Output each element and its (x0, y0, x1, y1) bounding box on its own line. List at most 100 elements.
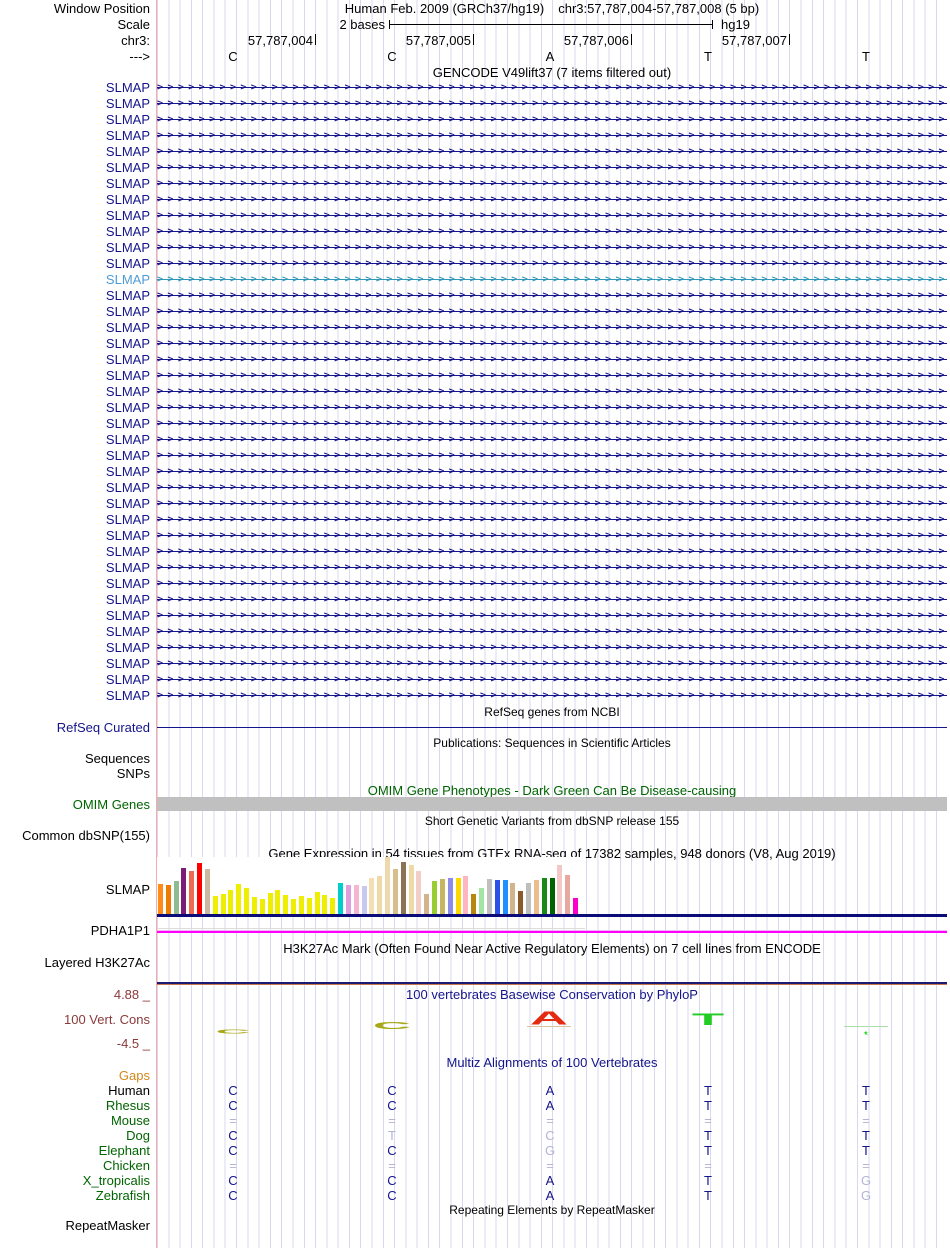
sequences-label[interactable]: Sequences (84, 751, 150, 766)
gene-label[interactable]: SLMAP (105, 512, 150, 527)
gtex-bar[interactable] (463, 876, 469, 914)
gtex-bar[interactable] (549, 878, 555, 914)
gtex-bar[interactable] (526, 883, 531, 914)
gtex-bar[interactable] (173, 881, 179, 914)
gtex-bar[interactable] (557, 865, 563, 914)
species-label[interactable]: X_tropicalis (82, 1173, 150, 1188)
gene-label[interactable]: SLMAP (105, 496, 150, 511)
gene-label[interactable]: SLMAP (105, 544, 150, 559)
species-label[interactable]: Mouse (110, 1113, 150, 1128)
gene-row[interactable]: >>>>>>>>>>>>>>>>>>>>>>>>>>>>>>>>>>>>>>>>… (157, 672, 947, 688)
gene-label[interactable]: SLMAP (105, 384, 150, 399)
gene-row[interactable]: >>>>>>>>>>>>>>>>>>>>>>>>>>>>>>>>>>>>>>>>… (157, 288, 947, 304)
gene-row[interactable]: >>>>>>>>>>>>>>>>>>>>>>>>>>>>>>>>>>>>>>>>… (157, 144, 947, 160)
gtex-bar[interactable] (541, 878, 547, 914)
gene-label[interactable]: SLMAP (105, 352, 150, 367)
gene-row[interactable]: >>>>>>>>>>>>>>>>>>>>>>>>>>>>>>>>>>>>>>>>… (157, 448, 947, 464)
gene-label[interactable]: SLMAP (105, 464, 150, 479)
gene-label[interactable]: SLMAP (105, 176, 150, 191)
gene-row[interactable]: >>>>>>>>>>>>>>>>>>>>>>>>>>>>>>>>>>>>>>>>… (157, 416, 947, 432)
gene-label[interactable]: SLMAP (105, 80, 150, 95)
gene-row[interactable]: >>>>>>>>>>>>>>>>>>>>>>>>>>>>>>>>>>>>>>>>… (157, 592, 947, 608)
gtex-bar[interactable] (494, 880, 500, 914)
gene-label[interactable]: SLMAP (105, 448, 150, 463)
gtex-bar[interactable] (486, 879, 492, 914)
gtex-bar[interactable] (181, 868, 187, 914)
refseq-gene-line[interactable] (157, 727, 947, 728)
gene-row[interactable]: >>>>>>>>>>>>>>>>>>>>>>>>>>>>>>>>>>>>>>>>… (157, 272, 947, 288)
gtex-bar[interactable] (251, 897, 257, 914)
gene-row[interactable]: >>>>>>>>>>>>>>>>>>>>>>>>>>>>>>>>>>>>>>>>… (157, 176, 947, 192)
gene-row[interactable]: >>>>>>>>>>>>>>>>>>>>>>>>>>>>>>>>>>>>>>>>… (157, 80, 947, 96)
gene-row[interactable]: >>>>>>>>>>>>>>>>>>>>>>>>>>>>>>>>>>>>>>>>… (157, 128, 947, 144)
gene-row[interactable]: >>>>>>>>>>>>>>>>>>>>>>>>>>>>>>>>>>>>>>>>… (157, 480, 947, 496)
gtex-bar[interactable] (306, 898, 312, 914)
gtex-bar[interactable] (259, 899, 265, 914)
gtex-bar[interactable] (189, 871, 195, 914)
gtex-bar[interactable] (447, 878, 453, 914)
gene-label[interactable]: SLMAP (105, 208, 150, 223)
gene-row[interactable]: >>>>>>>>>>>>>>>>>>>>>>>>>>>>>>>>>>>>>>>>… (157, 256, 947, 272)
gtex-bar[interactable] (204, 869, 210, 914)
gtex-bar[interactable] (533, 880, 539, 914)
omim-bar[interactable] (157, 797, 947, 811)
gene-row[interactable]: >>>>>>>>>>>>>>>>>>>>>>>>>>>>>>>>>>>>>>>>… (157, 320, 947, 336)
gtex-bar[interactable] (338, 883, 344, 914)
species-label[interactable]: Gaps (118, 1068, 150, 1083)
gene-row[interactable]: >>>>>>>>>>>>>>>>>>>>>>>>>>>>>>>>>>>>>>>>… (157, 304, 947, 320)
gene-label[interactable]: SLMAP (105, 256, 150, 271)
gene-label[interactable]: SLMAP (105, 240, 150, 255)
gene-row[interactable]: >>>>>>>>>>>>>>>>>>>>>>>>>>>>>>>>>>>>>>>>… (157, 400, 947, 416)
gene-label[interactable]: SLMAP (105, 576, 150, 591)
gtex-gene-label[interactable]: SLMAP (105, 882, 150, 897)
gtex-bar[interactable] (165, 885, 171, 914)
gtex-bar[interactable] (377, 876, 383, 914)
species-label[interactable]: Zebrafish (95, 1188, 150, 1203)
gene-row[interactable]: >>>>>>>>>>>>>>>>>>>>>>>>>>>>>>>>>>>>>>>>… (157, 656, 947, 672)
species-label[interactable]: Dog (126, 1128, 150, 1143)
repeatmasker-label[interactable]: RepeatMasker (65, 1218, 150, 1233)
gene-label[interactable]: SLMAP (105, 624, 150, 639)
gene-label[interactable]: SLMAP (105, 336, 150, 351)
gtex-bar[interactable] (158, 884, 163, 914)
gtex-bar[interactable] (361, 886, 367, 914)
gene-label[interactable]: SLMAP (105, 160, 150, 175)
gtex-bar[interactable] (400, 862, 406, 914)
gene-row[interactable]: >>>>>>>>>>>>>>>>>>>>>>>>>>>>>>>>>>>>>>>>… (157, 96, 947, 112)
gene-row[interactable]: >>>>>>>>>>>>>>>>>>>>>>>>>>>>>>>>>>>>>>>>… (157, 576, 947, 592)
gene-row[interactable]: >>>>>>>>>>>>>>>>>>>>>>>>>>>>>>>>>>>>>>>>… (157, 496, 947, 512)
gene-row[interactable]: >>>>>>>>>>>>>>>>>>>>>>>>>>>>>>>>>>>>>>>>… (157, 208, 947, 224)
gtex-bar[interactable] (244, 888, 250, 914)
gtex-bar[interactable] (502, 880, 508, 914)
gtex-bar[interactable] (353, 885, 359, 914)
gtex-bar[interactable] (572, 898, 578, 914)
gene-row[interactable]: >>>>>>>>>>>>>>>>>>>>>>>>>>>>>>>>>>>>>>>>… (157, 688, 947, 704)
gtex-bar[interactable] (408, 865, 414, 914)
gene-row[interactable]: >>>>>>>>>>>>>>>>>>>>>>>>>>>>>>>>>>>>>>>>… (157, 528, 947, 544)
gene-label[interactable]: SLMAP (105, 112, 150, 127)
pdha1p1-line[interactable] (157, 931, 947, 933)
omim-genes-label[interactable]: OMIM Genes (72, 797, 150, 812)
gtex-bar[interactable] (439, 879, 445, 914)
pdha1p1-label[interactable]: PDHA1P1 (90, 923, 150, 938)
gene-row[interactable]: >>>>>>>>>>>>>>>>>>>>>>>>>>>>>>>>>>>>>>>>… (157, 192, 947, 208)
gene-row[interactable]: >>>>>>>>>>>>>>>>>>>>>>>>>>>>>>>>>>>>>>>>… (157, 544, 947, 560)
gene-label[interactable]: SLMAP (105, 592, 150, 607)
gene-label[interactable]: SLMAP (105, 96, 150, 111)
gtex-bar[interactable] (565, 875, 571, 914)
gene-row[interactable]: >>>>>>>>>>>>>>>>>>>>>>>>>>>>>>>>>>>>>>>>… (157, 512, 947, 528)
gene-label[interactable]: SLMAP (105, 368, 150, 383)
gene-label[interactable]: SLMAP (105, 128, 150, 143)
gtex-bar[interactable] (471, 894, 477, 914)
gene-label[interactable]: SLMAP (105, 528, 150, 543)
gene-label[interactable]: SLMAP (105, 672, 150, 687)
gene-row[interactable]: >>>>>>>>>>>>>>>>>>>>>>>>>>>>>>>>>>>>>>>>… (157, 464, 947, 480)
gtex-bar[interactable] (330, 898, 336, 914)
species-label[interactable]: Chicken (103, 1158, 150, 1173)
gene-label[interactable]: SLMAP (105, 320, 150, 335)
refseq-curated-label[interactable]: RefSeq Curated (56, 720, 150, 735)
species-label[interactable]: Human (108, 1083, 150, 1098)
snps-label[interactable]: SNPs (116, 766, 150, 781)
gtex-bar[interactable] (385, 857, 391, 914)
phylop-track-label[interactable]: 100 Vert. Cons (64, 1012, 150, 1027)
